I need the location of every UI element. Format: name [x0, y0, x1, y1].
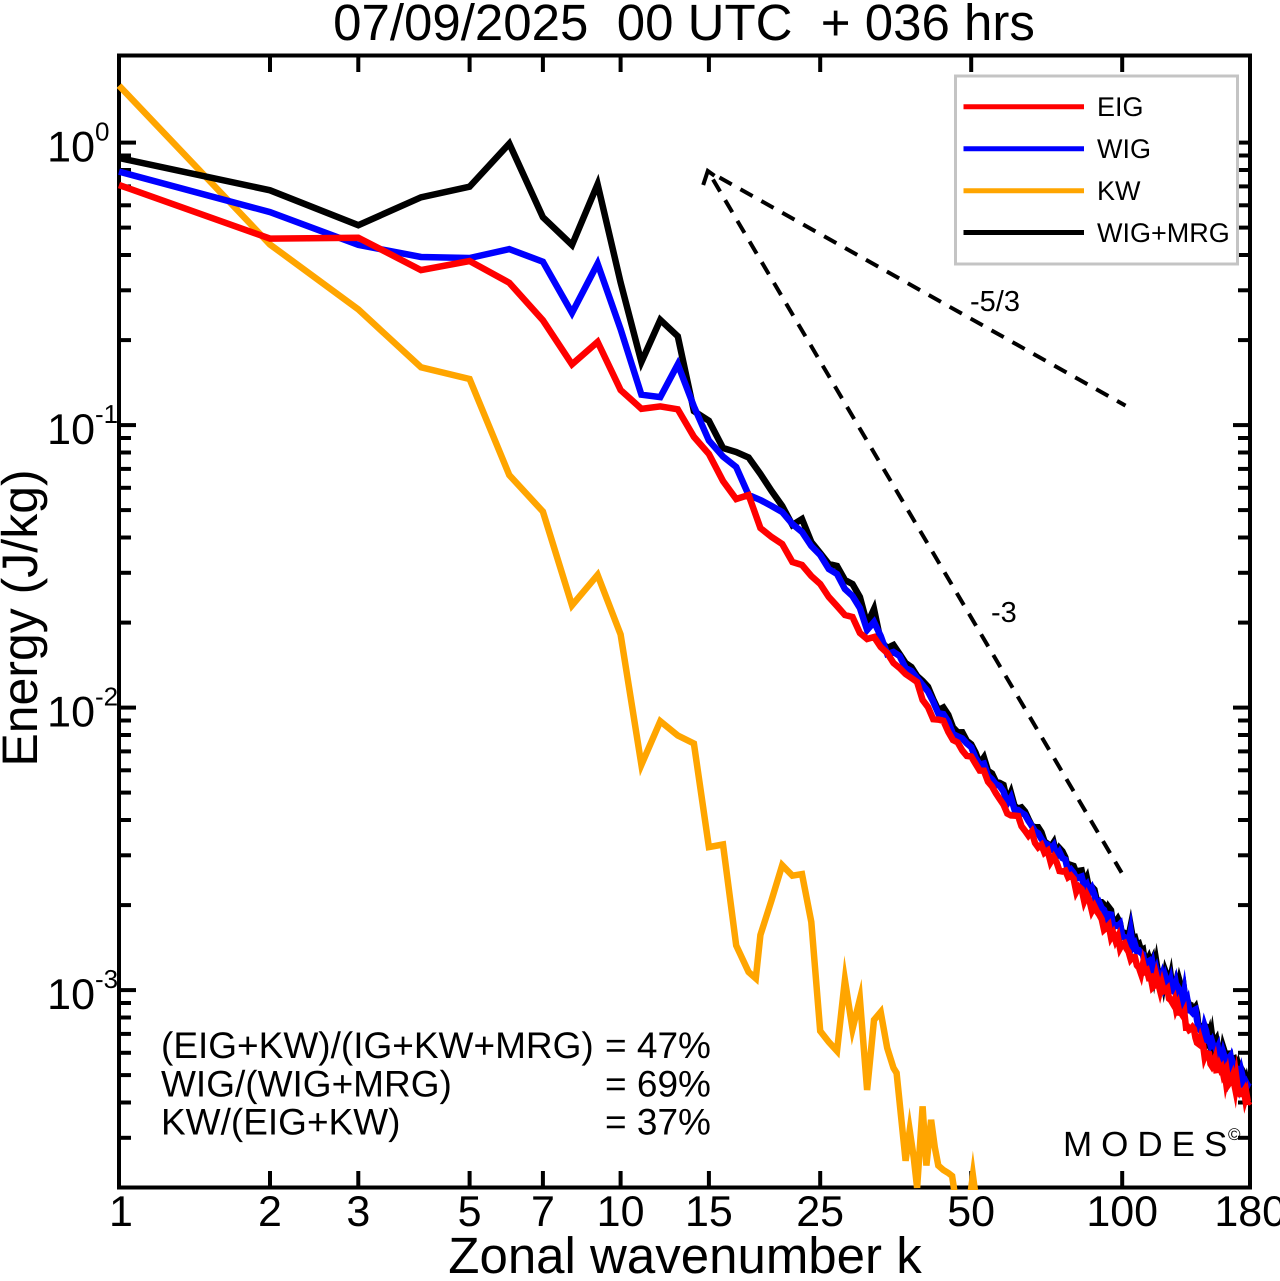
- svg-text:07/09/2025 00 UTC + 036 hrs: 07/09/2025 00 UTC + 036 hrs: [333, 0, 1035, 51]
- svg-text:-2: -2: [95, 682, 118, 712]
- svg-text:WIG+MRG: WIG+MRG: [1097, 218, 1230, 248]
- svg-text:10: 10: [47, 971, 95, 1019]
- svg-text:10: 10: [47, 689, 95, 737]
- svg-text:2: 2: [258, 1188, 282, 1236]
- svg-text:Energy (J/kg): Energy (J/kg): [0, 469, 48, 766]
- svg-text:WIG/(WIG+MRG): WIG/(WIG+MRG): [161, 1063, 452, 1104]
- svg-text:WIG: WIG: [1097, 134, 1151, 164]
- svg-text:15: 15: [685, 1188, 733, 1236]
- svg-text:EIG: EIG: [1097, 92, 1144, 122]
- svg-text:25: 25: [796, 1188, 844, 1236]
- svg-text:-5/3: -5/3: [970, 286, 1020, 318]
- svg-text:100: 100: [1086, 1188, 1158, 1236]
- svg-text:7: 7: [531, 1188, 555, 1236]
- svg-text:= 37%: = 37%: [605, 1102, 711, 1143]
- svg-text:0: 0: [95, 117, 109, 147]
- svg-text:-3: -3: [95, 964, 118, 994]
- svg-text:MODES: MODES: [1063, 1125, 1236, 1164]
- svg-text:50: 50: [947, 1188, 995, 1236]
- svg-text:5: 5: [458, 1188, 482, 1236]
- svg-text:10: 10: [47, 406, 95, 454]
- svg-text:Zonal wavenumber k: Zonal wavenumber k: [448, 1227, 922, 1281]
- svg-text:©: ©: [1228, 1125, 1241, 1144]
- svg-text:180: 180: [1214, 1188, 1280, 1236]
- svg-text:-1: -1: [95, 399, 118, 429]
- svg-text:(EIG+KW)/(IG+KW+MRG): (EIG+KW)/(IG+KW+MRG): [161, 1025, 594, 1066]
- svg-text:10: 10: [47, 124, 95, 172]
- svg-text:1: 1: [109, 1188, 133, 1236]
- svg-text:-3: -3: [991, 597, 1017, 629]
- svg-text:KW/(EIG+KW): KW/(EIG+KW): [161, 1102, 400, 1143]
- svg-text:= 69%: = 69%: [605, 1063, 711, 1104]
- svg-text:= 47%: = 47%: [605, 1025, 711, 1066]
- svg-text:3: 3: [346, 1188, 370, 1236]
- svg-text:10: 10: [597, 1188, 645, 1236]
- svg-text:KW: KW: [1097, 176, 1141, 206]
